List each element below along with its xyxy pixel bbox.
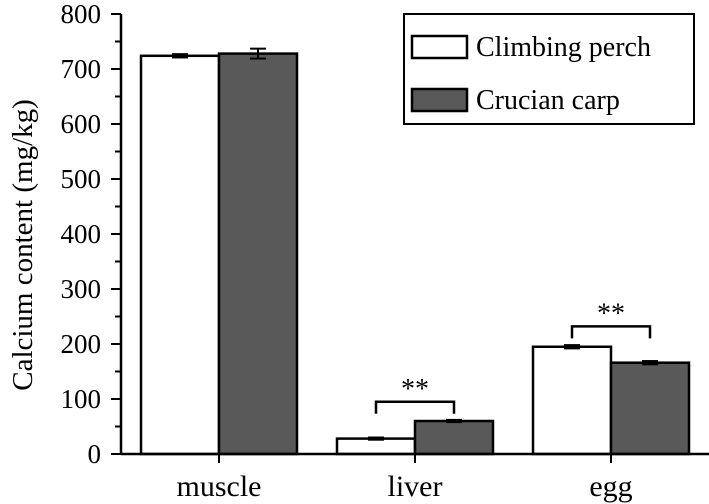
significance-bracket xyxy=(570,325,652,339)
significance-label: ** xyxy=(401,374,429,405)
y-tick-label-300: 300 xyxy=(61,274,102,304)
x-tick-label-muscle: muscle xyxy=(177,470,262,503)
error-bar-crucian-carp-egg xyxy=(642,360,658,366)
y-tick-label-800: 800 xyxy=(61,0,102,29)
bar-crucian-carp-egg xyxy=(609,361,691,456)
significance-label: ** xyxy=(597,298,625,329)
y-tick-label-200: 200 xyxy=(61,329,102,359)
error-bar-climbing-perch-egg xyxy=(564,344,580,350)
error-bar-climbing-perch-muscle xyxy=(172,53,188,59)
error-bar-climbing-perch-liver xyxy=(368,436,384,441)
y-tick-label-0: 0 xyxy=(88,439,102,469)
bar-climbing-perch-egg xyxy=(531,345,613,456)
error-bar-crucian-carp-liver xyxy=(446,418,462,424)
significance-bracket xyxy=(374,400,456,414)
bar-crucian-carp-muscle xyxy=(217,52,299,456)
legend: Climbing perch Crucian carp xyxy=(403,13,695,125)
x-tick-label-egg: egg xyxy=(589,470,632,503)
y-tick-label-700: 700 xyxy=(61,54,102,84)
significance-egg: ** xyxy=(570,298,652,339)
significance-liver: ** xyxy=(374,374,456,414)
y-tick-label-600: 600 xyxy=(61,109,102,139)
legend-label-climbing-perch: Climbing perch xyxy=(476,32,651,63)
y-axis-label: Calcium content (mg/kg) xyxy=(7,99,39,391)
y-tick-label-100: 100 xyxy=(61,384,102,414)
legend-swatch-crucian-carp xyxy=(410,87,469,113)
bar-climbing-perch-liver xyxy=(335,437,417,456)
plot-area: ** ** xyxy=(139,47,691,456)
legend-swatch-climbing-perch xyxy=(410,34,469,60)
legend-label-crucian-carp: Crucian carp xyxy=(476,85,620,116)
x-tick-label-liver: liver xyxy=(388,470,443,503)
y-axis: 0 100 200 300 400 500 600 700 800 xyxy=(61,0,123,469)
bar-climbing-perch-muscle xyxy=(139,54,221,456)
x-axis: muscle liver egg xyxy=(121,452,709,503)
y-tick-label-500: 500 xyxy=(61,164,102,194)
bar-crucian-carp-liver xyxy=(413,419,495,456)
y-tick-label-400: 400 xyxy=(61,219,102,249)
error-bar-crucian-carp-muscle xyxy=(250,47,266,60)
